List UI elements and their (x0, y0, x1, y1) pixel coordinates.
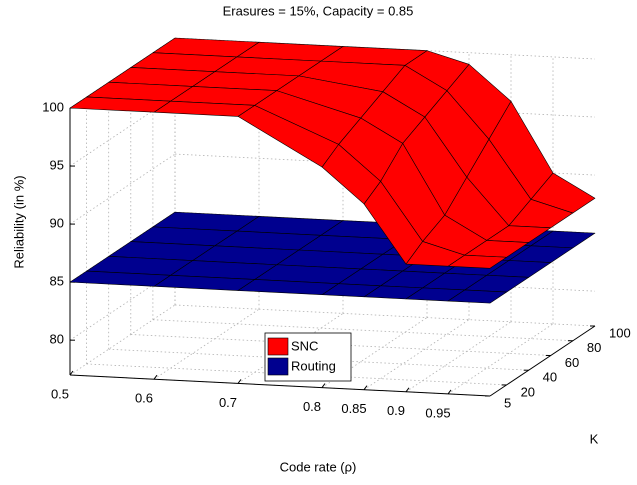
chart-title: Erasures = 15%, Capacity = 0.85 (223, 3, 414, 18)
z-tick-label: 90 (50, 216, 64, 231)
k-tick-label: 80 (587, 340, 601, 355)
legend-label: SNC (291, 338, 318, 353)
tick-mark (321, 383, 326, 388)
grid-line (69, 304, 176, 376)
grid-line (447, 323, 554, 395)
surface-cell (69, 270, 171, 287)
grid-line (153, 308, 260, 380)
z-tick-label: 95 (50, 157, 64, 172)
axis-line (489, 325, 596, 397)
tick-mark (447, 389, 452, 395)
tick-mark (237, 379, 242, 384)
z-tick-label: 80 (50, 332, 64, 347)
x-tick-label: 0.7 (219, 395, 237, 410)
k-tick-label: 40 (543, 370, 557, 385)
x-tick-label: 0.8 (303, 399, 321, 414)
grid-line (405, 321, 512, 393)
k-tick-label: 100 (609, 325, 631, 340)
tick-mark (405, 387, 410, 393)
legend-label: Routing (291, 358, 336, 373)
x-tick-label: 0.6 (135, 391, 153, 406)
x-tick-label: 0.5 (51, 386, 69, 401)
tick-mark (363, 385, 368, 391)
x-axis-label: Code rate (ρ) (280, 459, 357, 474)
k-tick-label: 5 (504, 395, 511, 410)
z-axis-label: Reliability (in %) (11, 175, 26, 268)
axis-line (69, 374, 491, 397)
grid-line (69, 153, 176, 225)
tick-mark (69, 370, 74, 376)
surface-cell (69, 96, 171, 113)
x-tick-label: 0.95 (425, 405, 450, 420)
k-tick-label: 60 (565, 355, 579, 370)
k-axis-label: K (590, 431, 599, 446)
tick-mark (153, 374, 158, 380)
legend-swatch (267, 357, 289, 376)
x-tick-label: 0.85 (341, 401, 366, 416)
k-tick-label: 20 (521, 384, 535, 399)
z-tick-label: 85 (50, 274, 64, 289)
grid-line (237, 313, 344, 384)
x-tick-label: 0.9 (387, 403, 405, 418)
z-tick-label: 100 (42, 99, 64, 114)
grid-line (363, 319, 470, 391)
legend-swatch (267, 337, 289, 356)
